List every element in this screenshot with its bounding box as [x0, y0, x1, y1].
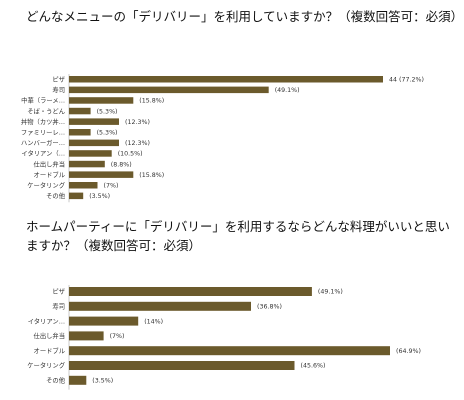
chart-1-category-label: 中華（ラーメ…: [21, 96, 65, 105]
chart-1-value-label: (5.3%): [97, 129, 118, 136]
chart-1-bar: [69, 139, 119, 147]
chart-1-bar: [69, 129, 91, 136]
chart-1-category-label: その他: [46, 191, 66, 200]
chart-1-value-label: (5.3%): [97, 108, 118, 115]
chart-2-bar: [69, 331, 104, 341]
chart-2-category-label: 寿司: [52, 302, 65, 311]
chart-2-bar: [69, 287, 312, 296]
chart-1-value-label: (49.1%): [275, 87, 300, 94]
chart-1-category-label: ケータリング: [27, 180, 65, 189]
chart-1-category-label: イタリアン（…: [21, 149, 65, 158]
chart-2-value-label: (14%): [144, 318, 163, 325]
chart-2-category-label: ケータリング: [27, 361, 65, 370]
chart-1-value-label: (10.5%): [118, 151, 143, 158]
chart-1-category-label: ピザ: [52, 75, 65, 83]
chart-1-bar: [69, 107, 91, 115]
chart-1-category-label: 仕出し弁当: [34, 159, 65, 168]
chart-1-category-label: そば・うどん: [27, 106, 65, 115]
chart-2-value-label: (3.5%): [92, 378, 113, 385]
chart-2-value-label: (49.1%): [318, 289, 343, 296]
chart-1-value-label: (7%): [104, 182, 119, 189]
chart-1-category-label: ハンバーガー…: [21, 138, 65, 147]
chart-1-bar: [69, 160, 105, 168]
chart-1-bar: [69, 182, 98, 189]
chart-2-bar: [69, 375, 87, 385]
chart-1-value-label: (8.8%): [111, 161, 132, 168]
chart-1-bar: [69, 76, 383, 83]
chart-1-title: どんなメニューの「デリバリー」を利用していますか？（複数回答可：必須）: [26, 9, 464, 24]
chart-2-category-label: オードブル: [34, 346, 65, 355]
chart-1-value-label: (12.3%): [125, 140, 150, 147]
chart-2-category-label: ピザ: [52, 288, 65, 296]
chart-1-bar: [69, 171, 134, 178]
chart-1-category-label: 寿司: [52, 85, 65, 94]
chart-2-value-label: (36.8%): [257, 304, 282, 311]
chart-1: ピザ 44 (77.2%) 寿司 (49.1%) 中華（ラーメ… (15.8%) そば・うど…: [21, 74, 424, 203]
chart-1-bar: [69, 192, 84, 200]
chart-2-value-label: (64.9%): [396, 348, 421, 355]
chart-2-bar: [69, 301, 251, 311]
chart-1-bar: [69, 86, 269, 94]
chart-2-category-label: その他: [46, 376, 66, 385]
chart-1-category-label: ファミリーレ…: [21, 128, 65, 136]
chart-2: ピザ (49.1%) 寿司 (36.8%) イタリアン… (14%) 仕出し弁当 (7%) オー…: [27, 285, 421, 390]
chart-2-bar: [69, 346, 390, 356]
chart-1-bar: [69, 97, 134, 104]
chart-2-bar: [69, 361, 295, 370]
chart-2-value-label: (45.6%): [301, 363, 326, 370]
chart-1-value-label: (12.3%): [125, 119, 150, 126]
chart-2-title: ホームパーティーに「デリバリー」を利用するならどんな料理がいいと思いますか？（複…: [26, 219, 450, 253]
chart-1-category-label: 丼物（カツ丼…: [21, 117, 65, 126]
chart-1-value-label: (3.5%): [89, 193, 110, 200]
chart-1-category-label: オードブル: [34, 170, 65, 179]
chart-2-value-label: (7%): [110, 333, 125, 340]
chart-2-category-label: 仕出し弁当: [34, 331, 65, 340]
chart-2-bar: [69, 316, 139, 326]
chart-1-value-label: 44 (77.2%): [389, 76, 424, 83]
chart-1-bar: [69, 150, 112, 157]
chart-2-category-label: イタリアン…: [28, 316, 65, 325]
chart-1-value-label: (15.8%): [139, 98, 164, 105]
chart-1-value-label: (15.8%): [139, 172, 164, 179]
chart-1-bar: [69, 118, 119, 125]
